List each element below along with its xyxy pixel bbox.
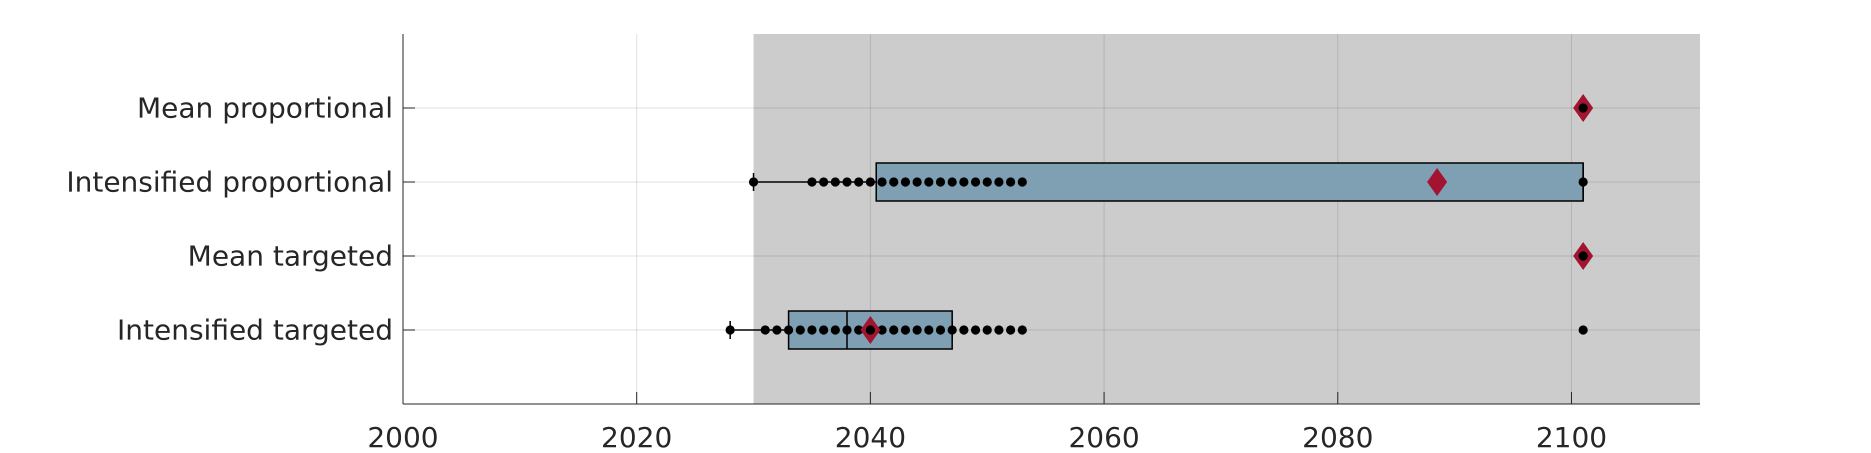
data-point [1017, 325, 1027, 335]
data-point [982, 325, 992, 335]
data-point [830, 177, 840, 187]
data-point [912, 177, 922, 187]
data-point [994, 177, 1004, 187]
category-label: Intensified targeted [117, 314, 393, 347]
category-label: Mean targeted [188, 240, 393, 273]
category-label: Mean proportional [137, 92, 393, 125]
box-group [748, 162, 1588, 202]
box-group [1573, 242, 1594, 270]
data-point [1578, 103, 1588, 113]
data-point [994, 325, 1004, 335]
data-point [935, 325, 946, 335]
data-point [959, 325, 969, 335]
x-tick-label: 2040 [835, 421, 906, 453]
data-point [865, 325, 875, 335]
data-point [889, 177, 899, 187]
data-point [783, 325, 794, 335]
data-point [900, 177, 911, 187]
data-point [970, 325, 981, 335]
data-point [819, 177, 829, 187]
data-point [877, 325, 887, 335]
data-point [830, 325, 840, 335]
data-point [1006, 177, 1016, 187]
data-point [1578, 177, 1588, 187]
x-tick-label: 2060 [1068, 421, 1139, 453]
data-point [842, 325, 852, 335]
data-point [947, 177, 957, 187]
data-point [970, 177, 981, 187]
data-point [760, 325, 770, 335]
data-point [865, 177, 875, 187]
data-point [725, 325, 735, 335]
box-group [1573, 94, 1594, 122]
data-point [1578, 251, 1588, 261]
data-point [1578, 325, 1588, 335]
x-tick-label: 2020 [601, 421, 672, 453]
data-point [795, 325, 805, 335]
mean-marker [1427, 168, 1448, 196]
x-tick-label: 2000 [367, 421, 438, 453]
data-point [889, 325, 899, 335]
x-tick-label: 2100 [1536, 421, 1607, 453]
data-point [959, 177, 969, 187]
data-point [877, 177, 887, 187]
data-point [807, 325, 817, 335]
data-point [854, 177, 864, 187]
box-group [725, 310, 1588, 350]
data-point [748, 177, 759, 187]
box-rect [875, 162, 1584, 202]
labels: Mean proportional Intensified proportiona… [66, 92, 1607, 453]
data-point [947, 325, 957, 335]
data-point [819, 325, 829, 335]
data-point [772, 325, 782, 335]
data-point [1006, 325, 1016, 335]
data-point [842, 177, 852, 187]
data-point [854, 325, 864, 335]
data-point [924, 325, 934, 335]
data-point [1017, 177, 1027, 187]
category-label: Intensified proportional [66, 166, 393, 199]
data-point [807, 177, 817, 187]
data-point [912, 325, 922, 335]
data-point [935, 177, 946, 187]
data-point [982, 177, 992, 187]
boxes [725, 94, 1594, 350]
x-tick-label: 2080 [1302, 421, 1373, 453]
data-point [924, 177, 934, 187]
data-point [900, 325, 911, 335]
axes [402, 34, 1700, 405]
grid-lines [402, 34, 1700, 404]
